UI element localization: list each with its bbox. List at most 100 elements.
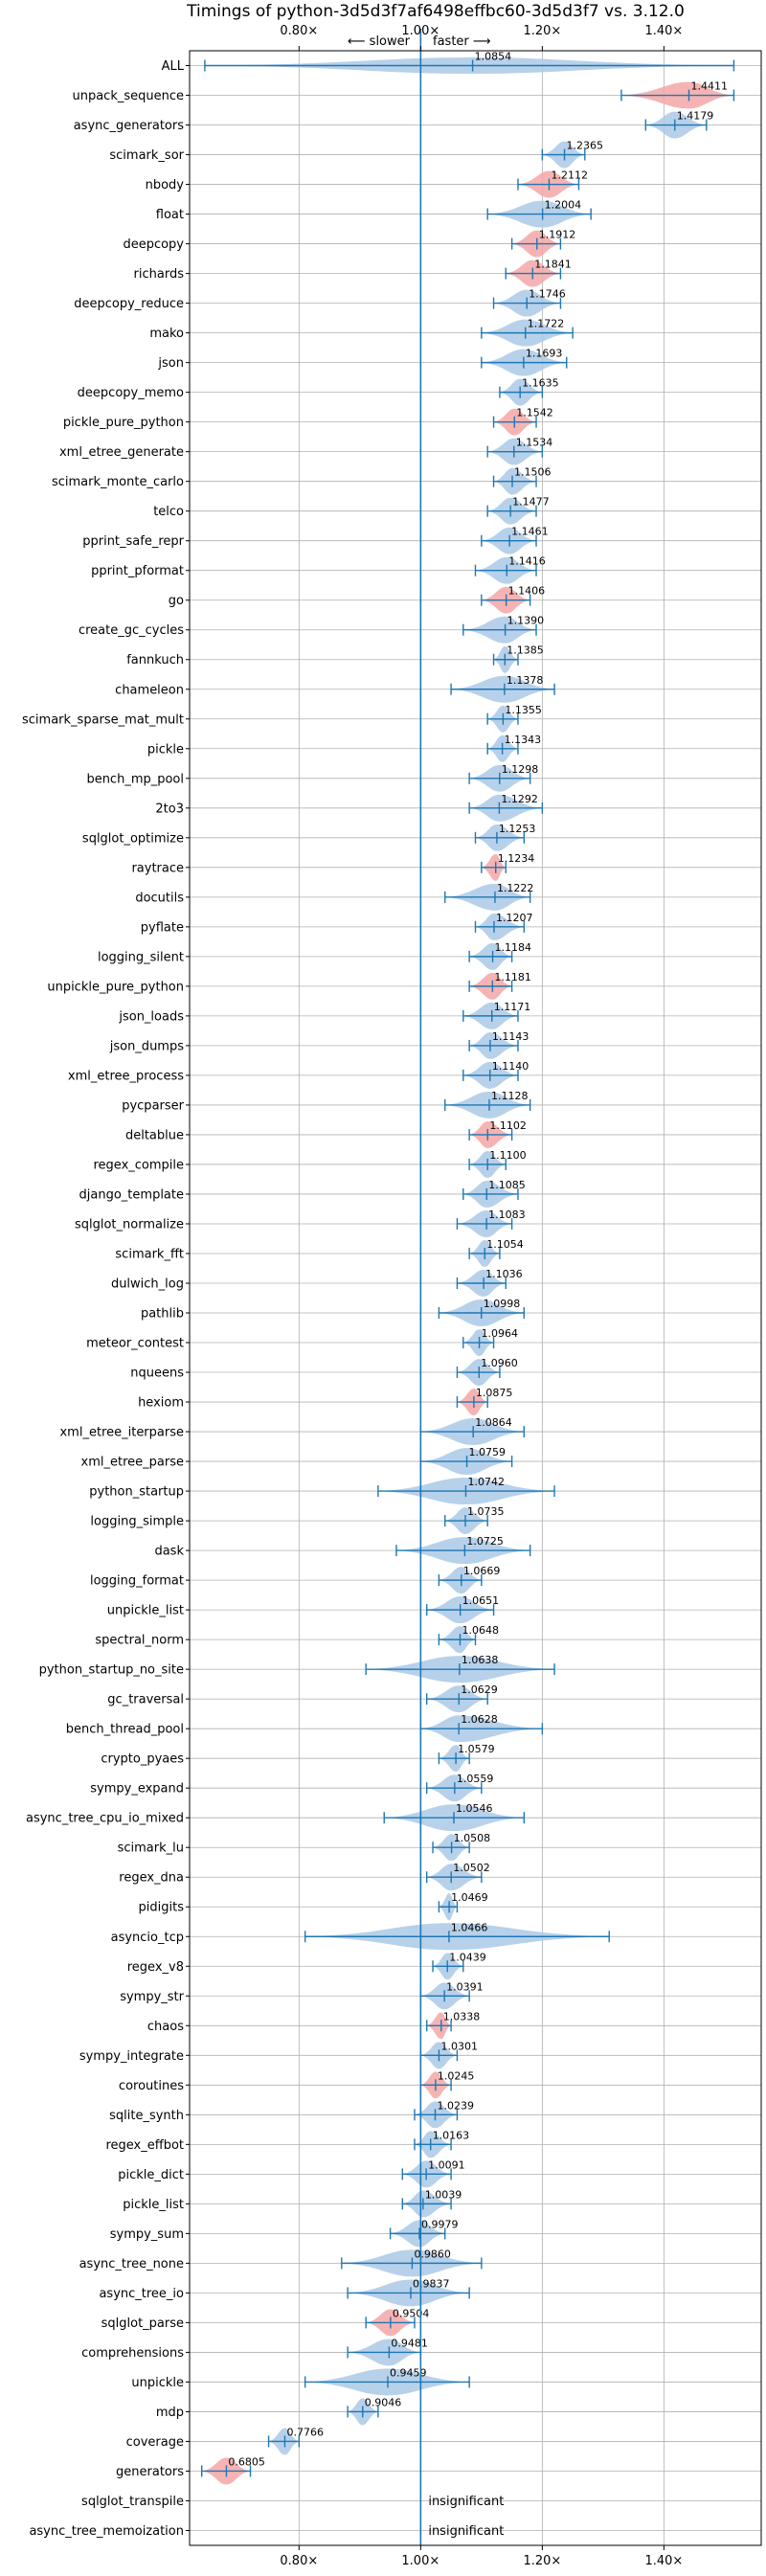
value-label: 1.1506 (514, 466, 552, 479)
benchmark-label: async_tree_io (99, 2287, 184, 2301)
axes: 0.80× 0.80× 1.00× 1.00× 1.20× 1.20× 1.40× 1.40× (186, 24, 762, 2568)
value-label: 1.1841 (534, 259, 572, 271)
benchmark-label: bench_thread_pool (66, 1723, 184, 1737)
grid-lines (190, 51, 761, 2545)
value-label: 1.0998 (484, 1298, 520, 1310)
benchmark-row: deltablue 1.1102 (125, 1119, 527, 1148)
benchmark-label: unpickle_list (107, 1604, 184, 1618)
benchmark-row: async_tree_cpu_io_mixed 1.0546 (26, 1802, 526, 1832)
value-label: 1.4179 (677, 110, 714, 123)
benchmark-label: telco (153, 505, 184, 519)
benchmark-label: 2to3 (155, 802, 184, 816)
benchmark-row: sqlglot_transpile insignificant (81, 2495, 504, 2509)
benchmark-label: sympy_integrate (79, 2049, 184, 2064)
benchmark-label: nqueens (130, 1367, 184, 1381)
value-label: 1.2112 (551, 169, 588, 182)
benchmark-row: deepcopy 1.1912 (123, 229, 575, 258)
benchmark-row: mako 1.1722 (149, 318, 574, 347)
value-label: 1.0239 (438, 2099, 475, 2112)
benchmark-label: spectral_norm (95, 1634, 184, 1648)
benchmark-row: unpickle_list 1.0651 (107, 1594, 499, 1624)
benchmark-row: fannkuch 1.1385 (126, 644, 544, 673)
value-label: 1.0875 (476, 1387, 513, 1399)
benchmark-row: unpickle_pure_python 1.1181 (47, 971, 531, 1000)
benchmark-row: nqueens 1.0960 (130, 1357, 518, 1386)
benchmark-label: json (157, 356, 184, 371)
benchmark-label: async_tree_none (79, 2257, 184, 2271)
benchmark-label: dask (154, 1545, 184, 1559)
benchmark-row: dulwich_log 1.1036 (111, 1268, 523, 1297)
top-tick-label: 1.40× (644, 24, 683, 38)
value-label: 1.1102 (489, 1119, 527, 1132)
value-label: 1.1378 (507, 674, 544, 687)
benchmark-row: xml_etree_parse 1.0759 (81, 1446, 513, 1476)
benchmark-label: pathlib (141, 1307, 184, 1322)
bottom-tick-label: 0.80× (280, 2554, 318, 2568)
benchmark-label: nbody (146, 178, 185, 192)
value-label: 1.1128 (491, 1090, 529, 1102)
benchmark-label: sqlite_synth (109, 2109, 184, 2123)
value-label: 1.2365 (567, 140, 604, 152)
value-label: 1.1181 (494, 971, 531, 983)
benchmark-row: chameleon 1.1378 (115, 674, 555, 703)
value-label: 0.7766 (286, 2426, 324, 2438)
benchmark-row: pyflate 1.1207 (141, 912, 532, 940)
value-label: 1.0039 (425, 2188, 462, 2201)
benchmark-row: sqlite_synth 1.0239 (109, 2099, 475, 2129)
value-label: 1.1542 (516, 407, 553, 419)
benchmark-label: chameleon (115, 683, 184, 697)
benchmark-label: xml_etree_process (68, 1069, 184, 1083)
chart-title: Timings of python-3d5d3f7af6498effbc60-3… (186, 2, 685, 21)
value-label: 1.0391 (446, 1980, 484, 1993)
value-label: 1.0964 (482, 1327, 519, 1340)
benchmark-row: bench_mp_pool 1.1298 (86, 763, 538, 792)
value-label: 1.0439 (449, 1951, 486, 1963)
benchmark-label: python_startup_no_site (39, 1663, 184, 1678)
benchmark-label: logging_simple (90, 1515, 184, 1529)
benchmark-label: json_loads (118, 1009, 184, 1024)
value-label: 1.2004 (545, 199, 582, 212)
benchmark-label: gc_traversal (107, 1693, 184, 1707)
value-label: 1.1406 (508, 585, 546, 598)
benchmark-rows: ALL 1.0854 unpack_sequence 1.4411 async_gene… (22, 51, 735, 2539)
value-label: 1.1143 (492, 1030, 529, 1043)
insignificant-label: insignificant (428, 2495, 504, 2509)
benchmark-row: chaos 1.0338 (147, 2010, 480, 2040)
benchmark-row: 2to3 1.1292 (155, 793, 544, 822)
benchmark-label: deepcopy_memo (78, 386, 184, 400)
value-label: 1.1253 (499, 823, 536, 835)
top-tick-label: 1.20× (523, 24, 561, 38)
benchmark-row: regex_compile 1.1100 (93, 1149, 527, 1178)
benchmark-label: scimark_sor (109, 148, 184, 163)
value-label: 1.1234 (498, 852, 535, 865)
value-label: 1.0629 (461, 1683, 497, 1696)
value-label: 1.1385 (507, 644, 544, 657)
benchmark-row: deepcopy_memo 1.1635 (78, 377, 559, 406)
benchmark-row: json_loads 1.1171 (118, 1001, 530, 1029)
benchmark-row: nbody 1.2112 (146, 169, 588, 198)
value-label: 1.0508 (454, 1832, 491, 1844)
value-label: 1.1416 (508, 555, 546, 568)
value-label: 1.1100 (489, 1149, 527, 1162)
benchmark-row: unpickle 0.9459 (131, 2366, 470, 2396)
benchmark-row: raytrace 1.1234 (131, 852, 534, 881)
value-label: 1.0742 (467, 1476, 505, 1488)
benchmark-row: meteor_contest 1.0964 (86, 1327, 518, 1356)
benchmark-label: create_gc_cycles (79, 623, 184, 638)
benchmark-label: crypto_pyaes (101, 1752, 184, 1767)
benchmark-label: raytrace (131, 861, 184, 875)
benchmark-row: pycparser 1.1128 (122, 1090, 531, 1119)
benchmark-row: xml_etree_iterparse 1.0864 (59, 1416, 526, 1446)
value-label: 1.0579 (458, 1743, 495, 1755)
benchmark-row: scimark_lu 1.0508 (118, 1832, 491, 1862)
benchmark-label: unpack_sequence (72, 89, 184, 103)
benchmark-row: sqlglot_normalize 1.1083 (75, 1209, 526, 1237)
benchmark-row: pprint_pformat 1.1416 (91, 555, 546, 584)
benchmark-row: pidigits 1.0469 (139, 1891, 488, 1921)
benchmark-label: pickle (147, 742, 184, 757)
benchmark-label: regex_dna (119, 1871, 184, 1886)
top-tick-label: 1.00× (401, 24, 439, 38)
benchmark-label: float (156, 208, 184, 222)
benchmark-row: django_template 1.1085 (79, 1179, 526, 1208)
benchmark-row: unpack_sequence 1.4411 (72, 80, 735, 109)
